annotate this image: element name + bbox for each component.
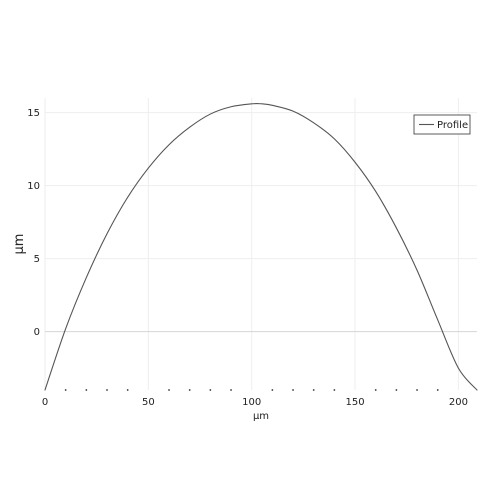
y-tick-label: 5 (34, 254, 40, 265)
x-minor-tick (209, 389, 212, 391)
y-tick-label: 15 (27, 108, 40, 119)
x-minor-tick (64, 389, 67, 391)
legend-label: Profile (437, 120, 468, 131)
x-tick-label: 100 (242, 397, 261, 408)
x-minor-tick (271, 389, 274, 391)
series-lines (44, 103, 478, 391)
x-minor-tick (395, 389, 398, 391)
grid-lines (44, 98, 477, 390)
series-line-profile (44, 103, 478, 391)
x-minor-tick (126, 389, 129, 391)
axes: 0 50 100 150 200 0 5 10 15 µm µm (12, 108, 468, 422)
x-tick-label: 50 (142, 397, 155, 408)
x-minor-tick (312, 389, 315, 391)
x-minor-tick (436, 389, 439, 391)
x-minor-tick (168, 389, 170, 391)
x-minor-tick (85, 389, 88, 391)
x-tick-label: 0 (42, 397, 48, 408)
x-tick-label: 150 (346, 397, 365, 408)
x-minor-tick (230, 389, 232, 391)
y-axis-label: µm (12, 234, 27, 255)
x-minor-tick (292, 389, 294, 391)
y-tick-label: 0 (34, 327, 40, 338)
legend: Profile (413, 114, 471, 135)
legend-box (413, 114, 471, 135)
x-axis-label: µm (253, 411, 269, 422)
x-tick-label: 200 (449, 397, 468, 408)
x-minor-tick (188, 389, 191, 391)
y-tick-label: 10 (27, 181, 40, 192)
x-minor-tick (106, 389, 108, 391)
x-minor-tick (416, 389, 418, 391)
x-minor-tick (333, 389, 336, 391)
x-minor-tick (374, 389, 377, 391)
